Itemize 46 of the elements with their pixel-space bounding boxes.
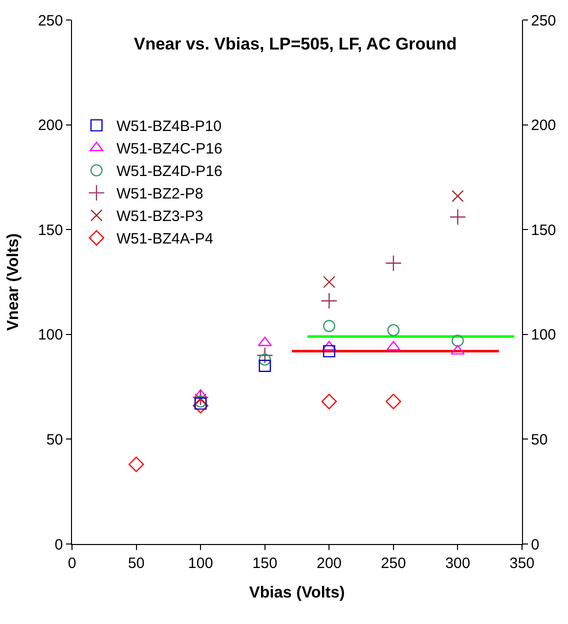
y2-tick-label: 250 <box>531 12 556 30</box>
x-tick-label: 50 <box>128 555 145 572</box>
legend-label: W51-BZ3-P3 <box>116 208 204 226</box>
legend-label: W51-BZ4B-P10 <box>116 118 222 136</box>
y2-tick-label: 0 <box>531 536 540 554</box>
point <box>128 456 144 472</box>
point <box>452 190 464 202</box>
point <box>258 353 271 366</box>
y-axis-title: Vnear (Volts) <box>4 233 22 331</box>
y-tick-label: 200 <box>38 117 63 134</box>
y-tick-label: 250 <box>38 12 63 30</box>
y-tick-label: 0 <box>54 536 63 554</box>
x-tick-label: 250 <box>380 555 406 572</box>
point <box>449 208 466 226</box>
point <box>321 394 337 410</box>
y2-tick-label: 200 <box>531 117 556 134</box>
legend-label: W51-BZ4D-P16 <box>116 163 222 180</box>
x-tick-label: 0 <box>68 555 76 572</box>
y-tick-label: 50 <box>46 431 63 448</box>
point <box>192 398 208 414</box>
point <box>192 388 209 406</box>
point <box>320 292 338 310</box>
y-tick-label: 150 <box>38 222 63 239</box>
point <box>323 276 336 288</box>
text: Vnear vs. Vbias, LP=505, LF, AC Ground <box>134 34 457 54</box>
y2-tick-label: 50 <box>531 431 548 448</box>
point <box>452 334 464 347</box>
point <box>323 345 336 358</box>
legend-label: W51-BZ2-P8 <box>116 186 204 203</box>
x-axis-title: Vbias (Volts) <box>249 584 345 602</box>
x-tick-label: 100 <box>188 555 214 572</box>
x-tick-label: 300 <box>445 555 470 572</box>
legend-label: W51-BZ4C-P16 <box>116 140 222 158</box>
point <box>256 347 274 364</box>
point <box>385 254 402 272</box>
x-tick-label: 350 <box>509 555 535 572</box>
point <box>386 394 402 410</box>
point <box>387 324 400 336</box>
y-tick-label: 100 <box>38 326 63 344</box>
point <box>323 320 336 332</box>
legend-label: W51-BZ4A-P4 <box>116 230 214 248</box>
y2-tick-label: 150 <box>531 222 556 239</box>
point <box>258 360 271 372</box>
x-tick-label: 150 <box>252 555 278 572</box>
x-tick-label: 200 <box>316 555 342 572</box>
y2-tick-label: 100 <box>531 326 556 344</box>
